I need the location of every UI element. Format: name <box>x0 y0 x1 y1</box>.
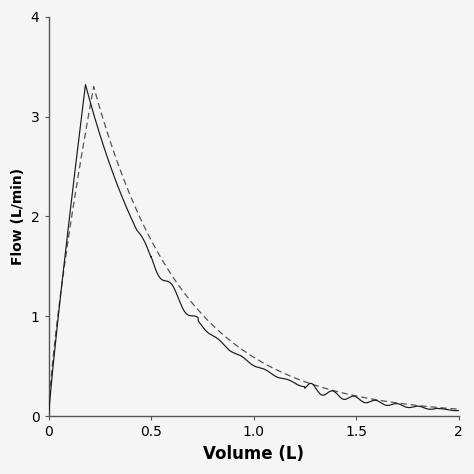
X-axis label: Volume (L): Volume (L) <box>203 445 304 463</box>
Y-axis label: Flow (L/min): Flow (L/min) <box>11 168 25 265</box>
